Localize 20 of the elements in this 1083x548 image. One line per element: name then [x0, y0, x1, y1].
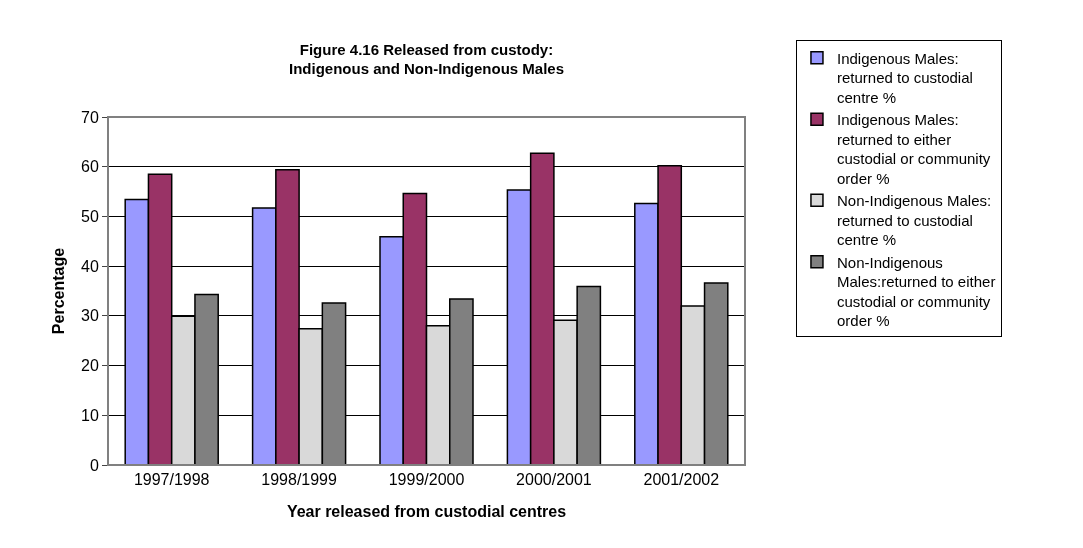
- y-tick-label: 60: [81, 158, 99, 176]
- legend-label: Non-Indigenous Males:returned to either custodial or community order %: [836, 253, 996, 330]
- y-tick-label: 20: [81, 357, 99, 375]
- legend-label: Non-Indigenous Males: returned to custodial centre %: [836, 192, 992, 249]
- y-tick-label: 50: [81, 208, 99, 226]
- x-tick-label: 1997/1998: [133, 471, 210, 489]
- chart-title: Figure 4.16 Released from custody: Indigenous and Non-Indigenous Males: [288, 40, 565, 78]
- y-tick-label: 10: [81, 406, 99, 424]
- legend-label: Indigenous Males: returned to either custodial or community order %: [836, 111, 991, 187]
- legend-label: Indigenous Males: returned to custodial centre %: [836, 49, 973, 106]
- y-tick-label: 40: [81, 257, 99, 275]
- x-tick-label: 2001/2002: [643, 471, 720, 489]
- y-tick-label: 70: [81, 108, 99, 126]
- y-tick-label: 0: [89, 456, 99, 474]
- x-axis-title: Year released from custodial centres: [286, 502, 567, 520]
- y-tick-label: 30: [81, 307, 99, 325]
- y-axis-title: Percentage: [49, 247, 67, 335]
- x-tick-label: 1998/1999: [261, 471, 338, 489]
- x-tick-label: 2000/2001: [516, 471, 592, 489]
- x-tick-label: 1999/2000: [388, 471, 465, 489]
